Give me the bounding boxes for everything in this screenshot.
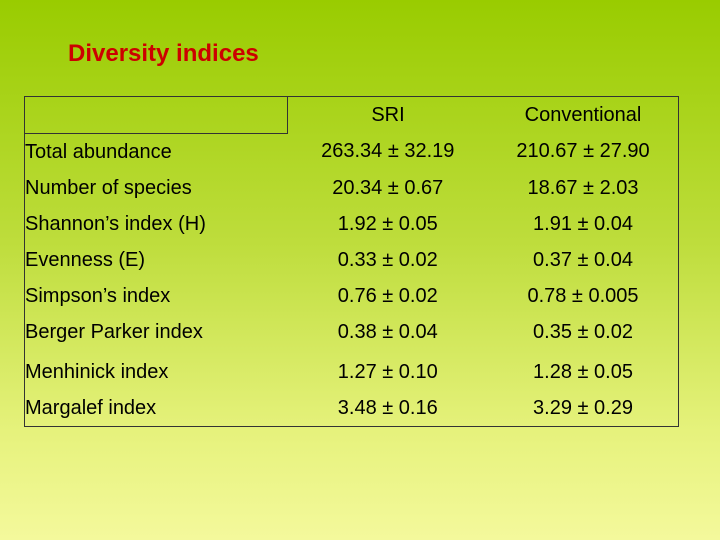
conventional-value: 1.28 ± 0.05 (533, 360, 633, 383)
conventional-value: 210.67 ± 27.90 (516, 140, 650, 163)
table-row: Margalef index 3.48 ± 0.16 3.29 ± 0.29 (25, 390, 679, 427)
header-corner-cell (24, 96, 288, 134)
table-header-row: SRI Conventional (24, 96, 679, 134)
sri-value: 0.38 ± 0.04 (337, 320, 438, 343)
table-row: Total abundance 263.34 ± 32.19 210.67 ± … (25, 134, 679, 171)
table-row: Berger Parker index 0.38 ± 0.04 0.35 ± 0… (25, 314, 679, 350)
sri-value: 0.76 ± 0.02 (337, 284, 438, 307)
conventional-value: 1.91 ± 0.04 (533, 212, 633, 235)
table-row: Menhinick index 1.27 ± 0.10 1.28 ± 0.05 (25, 350, 679, 390)
sri-value: 1.92 ± 0.05 (337, 212, 438, 235)
conventional-value: 18.67 ± 2.03 (527, 176, 639, 199)
row-label: Number of species (25, 176, 192, 199)
table-row: Shannon’s index (H) 1.92 ± 0.05 1.91 ± 0… (25, 206, 679, 242)
sri-value: 20.34 ± 0.67 (332, 176, 444, 199)
row-label: Total abundance (25, 140, 172, 163)
conventional-value: 0.35 ± 0.02 (533, 320, 633, 343)
row-label: Margalef index (25, 396, 157, 419)
header-conventional: Conventional (524, 103, 642, 126)
sri-value: 0.33 ± 0.02 (337, 248, 438, 271)
row-label: Evenness (E) (25, 248, 146, 271)
diversity-table: SRI Conventional Total abundance 263.34 … (24, 96, 679, 427)
table-row: Simpson’s index 0.76 ± 0.02 0.78 ± 0.005 (25, 278, 679, 314)
table-row: Evenness (E) 0.33 ± 0.02 0.37 ± 0.04 (25, 242, 679, 278)
conventional-value: 0.78 ± 0.005 (527, 284, 639, 307)
conventional-value: 3.29 ± 0.29 (533, 396, 633, 419)
sri-value: 263.34 ± 32.19 (321, 140, 455, 163)
sri-value: 3.48 ± 0.16 (337, 396, 438, 419)
header-sri: SRI (371, 103, 405, 126)
conventional-value: 0.37 ± 0.04 (533, 248, 633, 271)
row-label: Simpson’s index (25, 284, 171, 307)
slide-title: Diversity indices (68, 40, 259, 67)
sri-value: 1.27 ± 0.10 (337, 360, 438, 383)
row-label: Menhinick index (25, 360, 169, 383)
table-row: Number of species 20.34 ± 0.67 18.67 ± 2… (25, 170, 679, 206)
row-label: Berger Parker index (25, 320, 203, 343)
row-label: Shannon’s index (H) (25, 212, 206, 235)
